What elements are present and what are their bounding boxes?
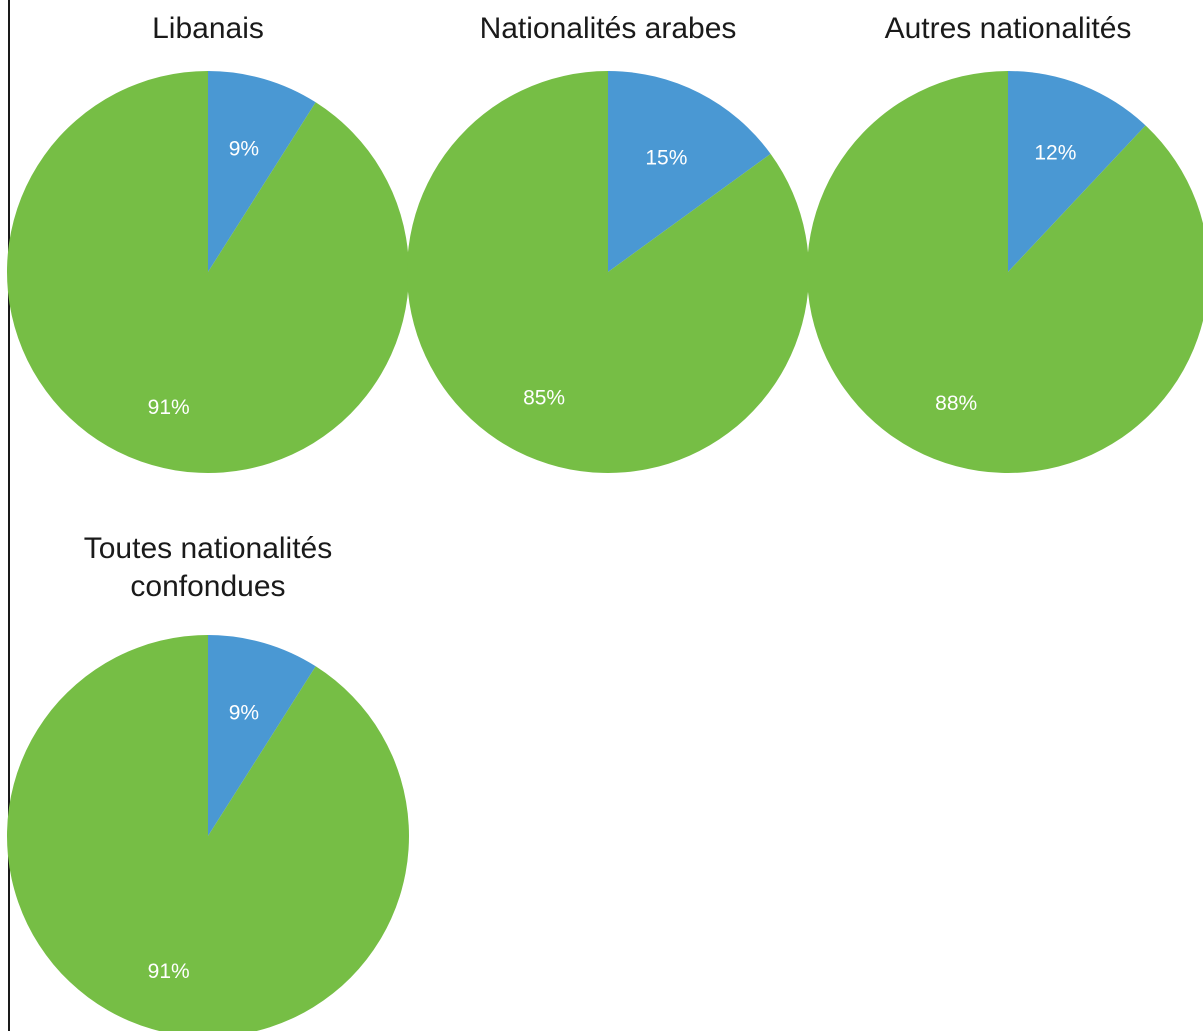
left-border-line [8, 0, 10, 1031]
pie-4-slice-1-label: 9% [229, 702, 259, 725]
pie-4-slice-2 [7, 635, 409, 1031]
pie-3-slice-2-label: 88% [935, 392, 977, 415]
pie-chart-4: 9% 91% [7, 635, 409, 1031]
pie-2-slice-1 [608, 71, 771, 272]
pie-title-nationalites-arabes: Nationalités arabes [479, 12, 737, 45]
pie-title-toutes-nationalites: Toutes nationalités confondues [83, 532, 333, 603]
pie-chart-2: 15% 85% [407, 71, 810, 473]
pie-1-slice-2-label: 91% [148, 396, 190, 419]
pie-4-slice-2-label: 91% [148, 960, 190, 983]
pie-1-slice-1-label: 9% [229, 138, 259, 161]
pie-chart-3: 12% 88% [806, 71, 1203, 473]
pie-2-slice-2-label: 85% [523, 386, 565, 409]
pie-1-slice-1 [208, 71, 316, 272]
pie-2-slice-1-label: 15% [645, 146, 687, 169]
pie-title-autres-nationalites: Autres nationalités [884, 12, 1132, 45]
pie-title-libanais: Libanais [152, 12, 264, 45]
pie-2-slice-2 [407, 71, 810, 473]
pie-3-slice-2 [806, 71, 1203, 473]
pie-3-slice-1-label: 12% [1034, 141, 1076, 164]
pie-4-slice-1 [208, 635, 316, 836]
pie-1-slice-2 [6, 71, 410, 473]
pie-3-slice-1 [1008, 71, 1146, 272]
pie-chart-1: 9% 91% [6, 71, 410, 473]
